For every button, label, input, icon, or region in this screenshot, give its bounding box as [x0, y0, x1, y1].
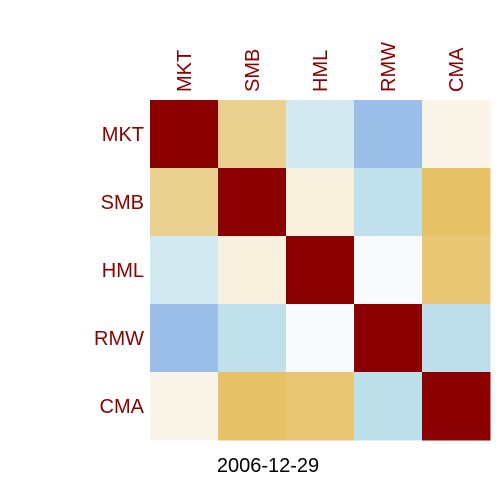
heatmap-cell-mkt-smb	[218, 100, 287, 169]
heatmap-cell-mkt-cma	[422, 100, 491, 169]
heatmap-cell-rmw-mkt	[150, 304, 219, 373]
row-label-hml: HML	[102, 260, 144, 282]
heatmap-cell-rmw-hml	[286, 304, 355, 373]
heatmap-cell-smb-mkt	[150, 168, 219, 237]
row-label-smb: SMB	[101, 192, 144, 214]
row-labels: MKT SMB HML RMW CMA	[94, 124, 145, 418]
row-label-rmw: RMW	[94, 328, 144, 350]
heatmap-cell-hml-cma	[422, 236, 491, 305]
heatmap-cell-smb-smb	[218, 168, 287, 237]
heatmap-cell-rmw-rmw	[354, 304, 423, 373]
heatmap-cell-smb-hml	[286, 168, 355, 237]
date-label: 2006-12-29	[217, 455, 319, 477]
heatmap-cell-cma-smb	[218, 372, 287, 441]
row-label-cma: CMA	[100, 396, 145, 418]
heatmap-cell-hml-hml	[286, 236, 355, 305]
column-labels: MKT SMB HML RMW CMA	[174, 42, 468, 92]
heatmap-cell-smb-cma	[422, 168, 491, 237]
heatmap-cell-cma-rmw	[354, 372, 423, 441]
heatmap-cell-rmw-cma	[422, 304, 491, 373]
heatmap-cells	[150, 100, 491, 441]
heatmap-cell-cma-hml	[286, 372, 355, 441]
row-label-mkt: MKT	[102, 124, 144, 146]
heatmap-cell-hml-mkt	[150, 236, 219, 305]
heatmap-cell-mkt-hml	[286, 100, 355, 169]
heatmap-cell-mkt-rmw	[354, 100, 423, 169]
column-label-rmw: RMW	[378, 42, 400, 92]
heatmap-cell-cma-mkt	[150, 372, 219, 441]
heatmap-cell-cma-cma	[422, 372, 491, 441]
column-label-mkt: MKT	[174, 50, 196, 92]
heatmap-cell-mkt-mkt	[150, 100, 219, 169]
column-label-cma: CMA	[446, 47, 468, 92]
column-label-hml: HML	[310, 50, 332, 92]
heatmap-cell-rmw-smb	[218, 304, 287, 373]
heatmap-cell-hml-rmw	[354, 236, 423, 305]
heatmap-cell-smb-rmw	[354, 168, 423, 237]
column-label-smb: SMB	[242, 49, 264, 92]
heatmap-cell-hml-smb	[218, 236, 287, 305]
